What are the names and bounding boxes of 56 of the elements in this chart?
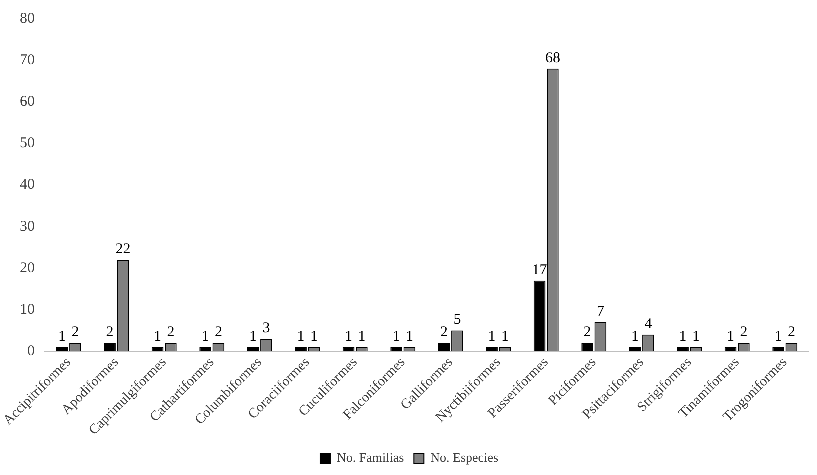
bar (534, 280, 546, 352)
data-label: 1 (345, 328, 353, 345)
data-label: 5 (454, 312, 462, 328)
bar (724, 347, 737, 352)
data-label: 2 (72, 324, 80, 341)
bar (247, 347, 260, 352)
data-label: 1 (406, 328, 414, 345)
data-label: 1 (692, 328, 700, 345)
data-label: 1 (58, 328, 66, 345)
data-label: 1 (727, 328, 735, 345)
data-label: 68 (545, 50, 560, 66)
data-label: 1 (632, 328, 640, 345)
bar (200, 347, 212, 352)
data-label: 2 (584, 324, 592, 341)
bar (56, 347, 68, 352)
data-label: 1 (297, 328, 305, 345)
y-tick-label: 10 (20, 302, 35, 318)
bar (677, 347, 689, 352)
data-label: 17 (532, 262, 548, 278)
legend-label: No. Especies (430, 450, 499, 465)
bar (486, 347, 498, 352)
y-tick-label: 40 (20, 177, 35, 194)
data-label: 1 (154, 328, 162, 345)
bar (295, 347, 307, 352)
data-label: 2 (167, 324, 175, 341)
data-label: 2 (214, 324, 222, 341)
data-label: 2 (440, 324, 448, 341)
bar (629, 347, 642, 352)
y-tick-label: 20 (20, 260, 35, 276)
y-tick-label: 0 (28, 343, 35, 360)
data-label: 1 (358, 328, 366, 345)
y-tick-label: 70 (20, 52, 35, 69)
data-label: 2 (106, 324, 114, 341)
data-label: 1 (250, 328, 258, 345)
y-tick-label: 60 (20, 94, 35, 110)
data-label: 1 (488, 328, 496, 345)
data-label: 22 (116, 242, 131, 258)
data-label: 1 (310, 328, 318, 345)
data-label: 1 (501, 328, 509, 345)
legend-label: No. Familias (336, 450, 404, 465)
data-label: 1 (774, 328, 782, 345)
y-tick-label: 50 (20, 136, 35, 152)
data-label: 1 (202, 328, 210, 345)
data-label: 4 (644, 316, 653, 332)
y-tick-label: 30 (20, 218, 35, 235)
data-label: 1 (392, 328, 400, 345)
bar (342, 347, 355, 352)
data-label: 2 (788, 324, 796, 341)
data-label: 7 (596, 304, 605, 320)
data-label: 3 (262, 320, 270, 337)
data-label: 2 (740, 324, 748, 341)
data-label: 1 (679, 328, 687, 345)
bar (152, 347, 164, 352)
y-tick-label: 80 (20, 10, 35, 27)
bar (390, 347, 402, 352)
bar (772, 347, 784, 352)
